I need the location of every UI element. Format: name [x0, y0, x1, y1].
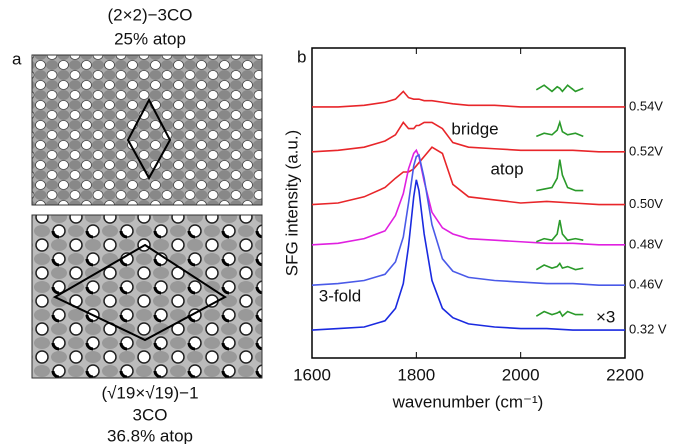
- series-label: 0.52V: [629, 143, 663, 158]
- structure-title: (2×2)−3CO: [107, 5, 192, 24]
- inset-spectrum: [536, 219, 584, 243]
- unit-cell: [52, 243, 227, 342]
- spectrum: [311, 146, 625, 206]
- x-tick-label: 2200: [606, 365, 644, 384]
- structure-title: (√19×√19)−1: [101, 383, 198, 402]
- inset-spectrum: [535, 262, 584, 271]
- annotation: atop: [490, 159, 523, 178]
- inset-spectrum: [535, 310, 584, 318]
- panel-label: b: [297, 47, 306, 66]
- inset-spectrum: [536, 119, 584, 138]
- structure-subtitle: 3CO: [133, 405, 168, 424]
- plot-frame: [311, 47, 626, 359]
- spectrum: [311, 153, 625, 286]
- y-axis-label: SFG intensity (a.u.): [282, 130, 301, 276]
- annotation: 3-fold: [319, 286, 362, 305]
- structure-note: 36.8% atop: [107, 426, 193, 444]
- annotation: ×3: [596, 307, 615, 326]
- spectrum: [311, 179, 625, 331]
- x-axis-label: wavenumber (cm⁻¹): [392, 392, 544, 411]
- annotation: bridge: [451, 119, 498, 138]
- spectrum: [312, 90, 625, 108]
- structure-subtitle: 25% atop: [114, 29, 186, 48]
- spectrum: [311, 121, 625, 153]
- x-tick-label: 2000: [502, 365, 540, 384]
- series-label: 0.50V: [629, 196, 663, 211]
- structure-sqrt19: [31, 214, 263, 379]
- x-tick-label: 1800: [397, 365, 435, 384]
- series-label: 0.54V: [629, 98, 663, 113]
- panel-label: a: [12, 49, 22, 68]
- series-label: 0.46V: [629, 277, 663, 292]
- x-tick-label: 1600: [293, 365, 331, 384]
- series-label: 0.48V: [629, 236, 663, 251]
- structure-2x2: [31, 54, 263, 206]
- inset-spectrum: [536, 159, 584, 192]
- inset-spectrum: [535, 84, 584, 93]
- unit-cell: [126, 97, 172, 181]
- series-label: 0.32 V: [629, 322, 667, 337]
